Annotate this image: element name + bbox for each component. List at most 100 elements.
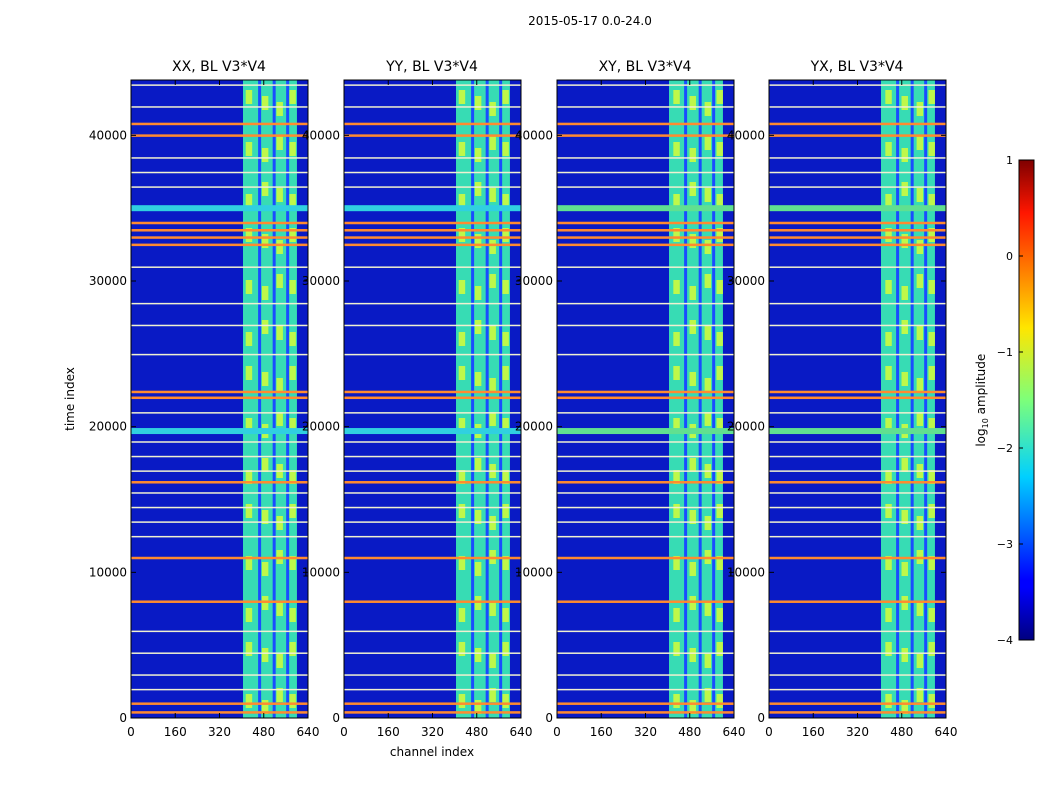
flag-row-white-xy <box>557 674 734 676</box>
band-patch-xy <box>716 280 723 294</box>
x-tick-label-xy: 160 <box>590 725 613 739</box>
band-patch-yx <box>928 642 935 656</box>
panel-title-yy: YY, BL V3*V4 <box>386 59 478 75</box>
flag-row-orange-xy <box>557 243 734 247</box>
flag-row-white-yy <box>344 353 521 356</box>
band-patch-xx <box>245 228 253 242</box>
band-patch-xy <box>673 228 680 242</box>
y-tick-label-xx: 10000 <box>89 565 127 579</box>
flag-row-white-xy <box>557 630 734 633</box>
panel-title-yx: YX, BL V3*V4 <box>810 59 904 75</box>
flag-row-white-yy <box>344 652 521 654</box>
flag-row-white-yy <box>344 521 521 523</box>
band-patch-xy <box>704 102 712 116</box>
band-patch-yx <box>885 366 892 380</box>
flag-row-white-xx <box>131 630 308 633</box>
band-patch-xx <box>245 194 253 208</box>
flag-row-white-xx <box>131 412 308 414</box>
band-patch-xy <box>689 286 696 300</box>
band-patch-xx <box>289 556 296 570</box>
flag-row-white-xy <box>557 171 734 174</box>
colorbar <box>1018 159 1035 641</box>
flag-row-orange-xx <box>131 556 308 560</box>
y-tick-label-xy: 0 <box>545 711 553 725</box>
colorbar-tick-label: 1 <box>1006 154 1013 167</box>
flag-row-orange-yx <box>769 229 946 232</box>
band-patch-yx <box>901 372 908 386</box>
band-patch-xy <box>704 412 712 426</box>
flag-row-orange-yy <box>344 396 521 400</box>
flag-row-orange-yx <box>769 396 946 400</box>
x-tick-label-xx: 640 <box>297 725 320 739</box>
flag-row-orange-yy <box>344 556 521 560</box>
band-patch-yx <box>885 642 892 656</box>
band-patch-xx <box>289 90 296 104</box>
flag-row-white-xx <box>131 353 308 356</box>
flag-row-white-xy <box>557 521 734 523</box>
flag-row-white-yy <box>344 266 521 268</box>
flag-row-white-xx <box>131 455 308 458</box>
band-patch-xy <box>716 694 723 708</box>
band-patch-xy <box>716 228 723 242</box>
band-patch-xx <box>276 378 283 392</box>
band-patch-yx <box>916 412 924 426</box>
band-patch-yx <box>928 504 935 518</box>
flag-row-white-yy <box>344 441 521 443</box>
y-tick-label-yy: 40000 <box>302 128 340 142</box>
band-patch-yx <box>885 694 892 708</box>
band-patch-yx <box>885 418 892 432</box>
band-patch-xx <box>261 700 269 714</box>
flag-row-orange-yx <box>769 243 946 247</box>
band-patch-xx <box>245 642 253 656</box>
band-patch-yy <box>489 240 496 254</box>
y-tick-label-xy: 20000 <box>515 420 553 434</box>
flag-row-orange-yy <box>344 243 521 247</box>
band-patch-xy <box>689 700 696 714</box>
band-patch-yy <box>458 608 466 622</box>
band-patch-xx <box>245 142 253 156</box>
band-patch-xy <box>673 194 680 208</box>
flag-row-white-xy <box>557 84 734 86</box>
band-patch-yy <box>474 182 482 196</box>
band-patch-yy <box>502 504 509 518</box>
band-patch-yx <box>916 274 924 288</box>
y-tick-label-yx: 0 <box>757 711 765 725</box>
flag-row-orange-yx <box>769 134 946 137</box>
band-patch-yy <box>502 280 509 294</box>
y-tick-label-yx: 30000 <box>727 274 765 288</box>
flag-row-white-xy <box>557 492 734 494</box>
band-patch-yy <box>489 688 496 702</box>
band-patch-xy <box>673 280 680 294</box>
band-patch-yy <box>458 332 466 346</box>
flag-row-cyan-yx <box>769 205 946 212</box>
band-patch-yx <box>901 700 908 714</box>
band-patch-xy <box>689 182 696 196</box>
flag-row-white-xy <box>557 652 734 654</box>
band-patch-yx <box>928 332 935 346</box>
band-patch-yy <box>502 228 509 242</box>
band-patch-yx <box>901 96 908 110</box>
band-patch-xx <box>289 470 296 484</box>
flag-row-white-yx <box>769 84 946 86</box>
band-patch-xx <box>245 694 253 708</box>
y-tick-label-yy: 0 <box>332 711 340 725</box>
band-patch-yy <box>502 470 509 484</box>
band-patch-yx <box>885 228 892 242</box>
x-tick-label-yx: 480 <box>890 725 913 739</box>
flag-row-orange-xy <box>557 556 734 560</box>
band-patch-yy <box>474 234 482 248</box>
flag-row-orange-xx <box>131 600 308 603</box>
flag-row-white-yx <box>769 652 946 654</box>
flag-row-white-yx <box>769 324 946 327</box>
band-patch-yy <box>458 470 466 484</box>
flag-row-white-yy <box>344 674 521 676</box>
flag-row-orange-yy <box>344 122 521 126</box>
y-tick-label-xy: 30000 <box>515 274 553 288</box>
flag-row-white-yy <box>344 186 521 188</box>
band-patch-xy <box>716 142 723 156</box>
band-patch-xy <box>689 596 696 610</box>
band-patch-xx <box>261 320 269 334</box>
flag-row-orange-yx <box>769 122 946 126</box>
x-tick-label-xy: 640 <box>723 725 746 739</box>
band-patch-xx <box>276 412 283 426</box>
